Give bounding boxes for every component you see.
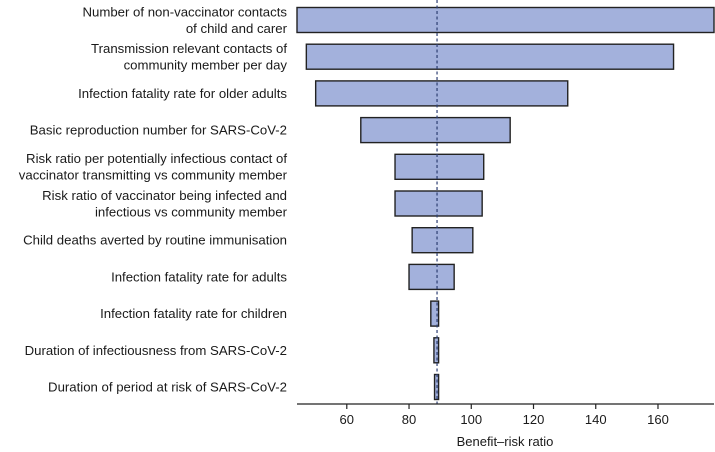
bar-7 (411, 226, 474, 254)
x-tick-label-80: 80 (402, 412, 416, 427)
x-tick-label-60: 60 (340, 412, 354, 427)
category-label-6-line-2: infectious vs community member (95, 204, 288, 219)
x-tick-label-120: 120 (523, 412, 545, 427)
category-label-11-line-1: Duration of period at risk of SARS-CoV-2 (48, 380, 287, 395)
x-tick-label-100: 100 (460, 412, 482, 427)
x-tick-label-160: 160 (647, 412, 669, 427)
category-labels: Number of non-vaccinator contacts of chil… (19, 4, 288, 394)
category-label-2-line-1: Transmission relevant contacts of (91, 41, 287, 56)
bar-6 (394, 190, 483, 217)
bar-10 (433, 337, 440, 364)
category-label-5-line-1: Risk ratio per potentially infectious co… (26, 151, 287, 166)
category-label-5-line-2: vaccinator transmitting vs community mem… (19, 168, 288, 183)
category-label-9-line-1: Infection fatality rate for children (100, 306, 287, 321)
category-label-3-line-1: Infection fatality rate for older adults (78, 86, 287, 101)
bar-5 (394, 153, 485, 181)
x-axis-ticks: 60 80 100 120 140 160 (340, 404, 669, 427)
category-label-7-line-1: Child deaths averted by routine immunisa… (23, 233, 287, 248)
bar-9 (430, 300, 440, 327)
category-label-1-line-2: of child and carer (186, 21, 288, 36)
bar-8 (408, 263, 455, 291)
category-label-6-line-1: Risk ratio of vaccinator being infected … (42, 188, 287, 203)
x-axis-title: Benefit–risk ratio (457, 434, 554, 449)
category-label-1-line-1: Number of non-vaccinator contacts (82, 4, 287, 19)
bars-group (296, 6, 715, 401)
bar-4 (360, 116, 511, 144)
x-tick-label-140: 140 (585, 412, 607, 427)
category-label-10-line-1: Duration of infectiousness from SARS-CoV… (25, 343, 287, 358)
bar-3 (314, 80, 569, 107)
bar-1 (296, 6, 715, 34)
bar-2 (305, 43, 675, 70)
category-label-4-line-1: Basic reproduction number for SARS-CoV-2 (30, 123, 287, 138)
category-label-8-line-1: Infection fatality rate for adults (111, 269, 287, 284)
category-label-2-line-2: community member per day (124, 57, 288, 72)
